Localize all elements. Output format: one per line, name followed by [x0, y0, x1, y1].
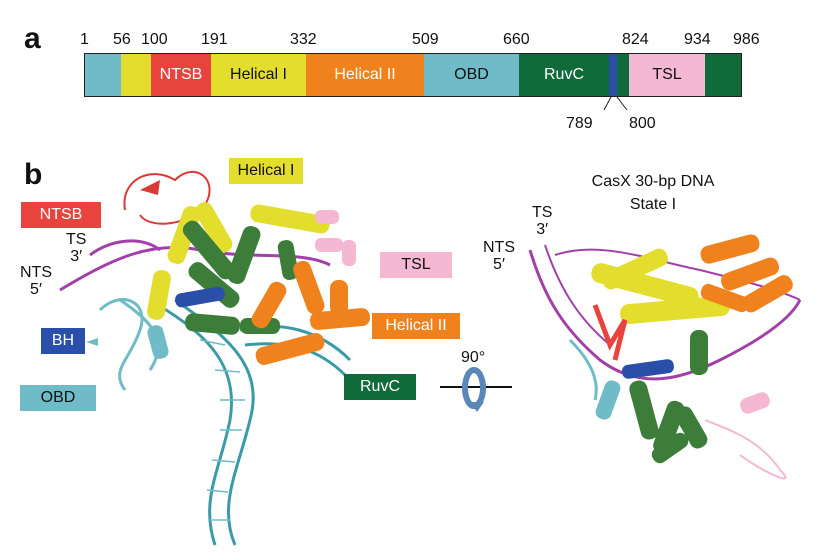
domain-segment-ruvc-d [705, 54, 741, 96]
left-ts-label: TS 3′ [66, 231, 87, 266]
tick-800: 800 [629, 115, 656, 132]
left-ts-end: 3′ [70, 247, 83, 265]
tick-56: 56 [113, 31, 131, 48]
rotation-label: 90° [461, 349, 486, 366]
tick-509: 509 [412, 31, 439, 48]
domain-segment-ruvc-c [617, 54, 629, 96]
tick-934: 934 [684, 31, 711, 48]
right-ts-end: 3′ [536, 220, 549, 238]
tick-332: 332 [290, 31, 317, 48]
left-ts-text: TS [66, 231, 87, 248]
left-nts-label: NTS 5′ [20, 264, 52, 299]
left-nts-end: 5′ [30, 280, 42, 298]
panel-b-letter: b [24, 158, 43, 191]
domain-segment-obd: OBD [424, 54, 519, 96]
title-line-2: State I [629, 196, 677, 214]
label-bh: BH [41, 328, 85, 354]
domain-segment-ruvc: RuvC [519, 54, 609, 96]
label-tsl: TSL [380, 252, 452, 278]
right-nts-end: 5′ [493, 255, 505, 273]
right-nts-text: NTS [483, 239, 515, 256]
label-helical-i: Helical I [229, 158, 303, 184]
tick-824: 824 [622, 31, 649, 48]
tick-789: 789 [566, 115, 593, 132]
label-ruvc: RuvC [344, 374, 416, 400]
domain-segment-helical-ii: Helical II [306, 54, 424, 96]
domain-segment-bh [609, 54, 617, 96]
panel-a-letter: a [24, 22, 41, 55]
tick-660: 660 [503, 31, 530, 48]
tick-986: 986 [733, 31, 760, 48]
left-nts-text: NTS [20, 264, 52, 281]
domain-bar: NTSB Helical I Helical II OBD RuvC TSL [84, 53, 742, 97]
domain-segment-n-terminal [85, 54, 121, 96]
domain-segment-helical-i-n [121, 54, 151, 96]
title-line-1: CasX 30-bp DNA [591, 173, 715, 190]
domain-segment-helical-i: Helical I [211, 54, 306, 96]
tick-100: 100 [141, 31, 168, 48]
tick-1: 1 [80, 31, 89, 48]
domain-segment-tsl: TSL [629, 54, 705, 96]
label-obd: OBD [20, 385, 96, 411]
tick-191: 191 [201, 31, 228, 48]
right-structure-title: CasX 30-bp DNA State I [573, 170, 733, 216]
right-nts-label: NTS 5′ [483, 239, 515, 274]
right-ts-text: TS [532, 204, 553, 221]
label-ntsb: NTSB [21, 202, 101, 228]
label-helical-ii: Helical II [372, 313, 460, 339]
right-ts-label: TS 3′ [532, 204, 553, 239]
domain-segment-ntsb: NTSB [151, 54, 211, 96]
